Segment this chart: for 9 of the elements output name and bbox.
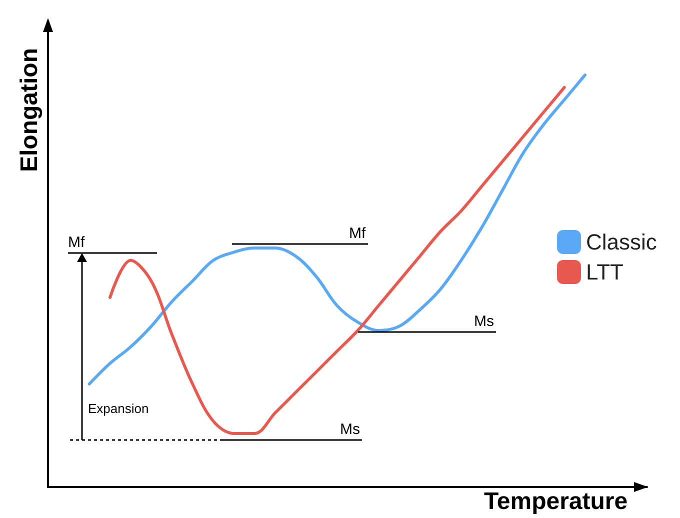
annotation: Expansion bbox=[88, 401, 149, 416]
legend-label: LTT bbox=[586, 260, 624, 284]
legend-label: Classic bbox=[586, 230, 657, 254]
x-axis-title: Temperature bbox=[484, 488, 628, 516]
annotation: Ms bbox=[474, 313, 494, 330]
annotation: Ms bbox=[340, 421, 360, 438]
annotation: Mf bbox=[68, 234, 85, 251]
y-axis-title: Elongation bbox=[16, 48, 44, 172]
annotation: Mf bbox=[349, 225, 366, 242]
